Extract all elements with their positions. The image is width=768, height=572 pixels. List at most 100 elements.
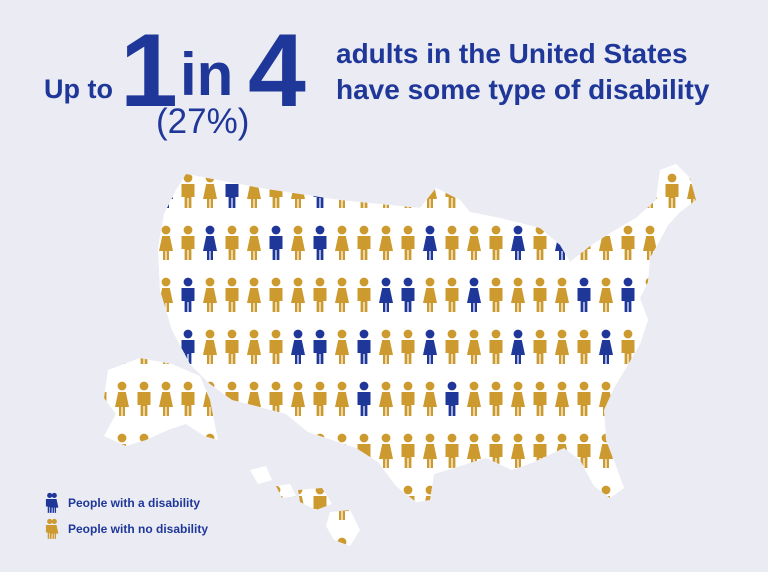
person-no-disability-icon bbox=[357, 537, 371, 546]
person-no-disability-icon bbox=[621, 537, 635, 546]
person-no-disability-icon bbox=[181, 433, 195, 468]
person-no-disability-icon bbox=[247, 433, 261, 468]
headline-denominator: 4 bbox=[248, 13, 306, 129]
person-no-disability-icon bbox=[357, 485, 371, 520]
person-no-disability-icon bbox=[159, 329, 173, 364]
person-no-disability-icon bbox=[137, 173, 151, 208]
headline-connector: in bbox=[180, 41, 234, 108]
person-no-disability-icon bbox=[313, 537, 327, 546]
person-no-disability-icon bbox=[225, 433, 239, 468]
legend-label-disability: People with a disability bbox=[68, 496, 201, 510]
person-disability-icon bbox=[137, 277, 151, 312]
person-no-disability-icon bbox=[379, 485, 393, 520]
person-no-disability-icon bbox=[104, 225, 107, 260]
headline-line-1: adults in the United States bbox=[336, 38, 688, 69]
headline-line-2: have some type of disability bbox=[336, 74, 710, 105]
person-no-disability-icon bbox=[379, 173, 393, 208]
person-no-disability-icon bbox=[687, 485, 696, 520]
person-no-disability-icon bbox=[137, 225, 151, 260]
person-disability-icon bbox=[115, 329, 129, 364]
person-no-disability-icon bbox=[533, 485, 547, 520]
person-no-disability-icon bbox=[489, 173, 503, 208]
person-no-disability-icon bbox=[445, 537, 459, 546]
person-no-disability-icon bbox=[445, 485, 459, 520]
person-no-disability-icon bbox=[687, 225, 696, 260]
person-no-disability-icon bbox=[313, 433, 327, 468]
legend: People with a disability People with no … bbox=[42, 490, 208, 542]
person-disability-icon bbox=[555, 173, 569, 208]
headline-statement: adults in the United States have some ty… bbox=[336, 36, 709, 108]
headline-percent: (27%) bbox=[156, 102, 250, 141]
person-no-disability-icon bbox=[225, 537, 239, 546]
legend-item-no-disability: People with no disability bbox=[42, 516, 208, 542]
person-no-disability-icon bbox=[687, 537, 696, 546]
headline-numerator: 1 bbox=[120, 13, 178, 129]
person-no-disability-icon bbox=[45, 518, 59, 539]
person-no-disability-icon bbox=[247, 537, 261, 546]
person-no-disability-icon bbox=[159, 537, 173, 546]
person-no-disability-icon bbox=[401, 173, 415, 208]
person-no-disability-icon bbox=[269, 433, 283, 468]
person-no-disability-icon bbox=[599, 537, 613, 546]
person-no-disability-icon bbox=[621, 381, 635, 416]
person-no-disability-icon bbox=[665, 433, 679, 468]
person-no-disability-icon bbox=[687, 277, 696, 312]
person-disability-icon bbox=[45, 492, 59, 513]
person-no-disability-icon bbox=[104, 277, 107, 312]
person-no-disability-icon bbox=[643, 485, 657, 520]
person-no-disability-icon bbox=[555, 485, 569, 520]
person-no-disability-icon bbox=[687, 381, 696, 416]
person-no-disability-icon bbox=[665, 277, 679, 312]
person-no-disability-icon bbox=[115, 537, 129, 546]
person-no-disability-icon bbox=[401, 537, 415, 546]
legend-label-no-disability: People with no disability bbox=[68, 522, 209, 536]
legend-item-disability: People with a disability bbox=[42, 490, 208, 516]
person-no-disability-icon bbox=[643, 329, 657, 364]
person-no-disability-icon bbox=[489, 485, 503, 520]
person-no-disability-icon bbox=[379, 537, 393, 546]
person-no-disability-icon bbox=[247, 485, 261, 520]
person-no-disability-icon bbox=[104, 537, 107, 546]
person-no-disability-icon bbox=[137, 537, 151, 546]
person-no-disability-icon bbox=[643, 537, 657, 546]
person-no-disability-icon bbox=[621, 485, 635, 520]
person-no-disability-icon bbox=[599, 173, 613, 208]
person-no-disability-icon bbox=[665, 225, 679, 260]
person-no-disability-icon bbox=[115, 173, 129, 208]
person-no-disability-icon bbox=[687, 329, 696, 364]
person-no-disability-icon bbox=[104, 433, 107, 468]
person-no-disability-icon bbox=[104, 329, 107, 364]
person-no-disability-icon bbox=[225, 485, 239, 520]
person-no-disability-icon bbox=[511, 485, 525, 520]
person-no-disability-icon bbox=[577, 537, 591, 546]
person-no-disability-icon bbox=[665, 381, 679, 416]
person-no-disability-icon bbox=[533, 537, 547, 546]
person-no-disability-icon bbox=[115, 225, 129, 260]
person-no-disability-icon bbox=[533, 173, 547, 208]
person-no-disability-icon bbox=[291, 433, 305, 468]
person-no-disability-icon bbox=[665, 537, 679, 546]
person-no-disability-icon bbox=[643, 381, 657, 416]
person-no-disability-icon bbox=[643, 433, 657, 468]
person-no-disability-icon bbox=[687, 433, 696, 468]
person-no-disability-icon bbox=[115, 277, 129, 312]
person-no-disability-icon bbox=[159, 433, 173, 468]
person-no-disability-icon bbox=[621, 173, 635, 208]
person-no-disability-icon bbox=[467, 173, 481, 208]
person-no-disability-icon bbox=[511, 173, 525, 208]
person-no-disability-icon bbox=[511, 537, 525, 546]
person-no-disability-icon bbox=[665, 485, 679, 520]
person-no-disability-icon bbox=[577, 485, 591, 520]
person-no-disability-icon bbox=[104, 381, 107, 416]
headline: Up to 1 in 4 (27%) adults in the United … bbox=[0, 0, 768, 150]
person-no-disability-icon bbox=[181, 537, 195, 546]
headline-prefix: Up to bbox=[44, 74, 113, 104]
person-no-disability-icon bbox=[665, 329, 679, 364]
person-no-disability-icon bbox=[489, 537, 503, 546]
person-no-disability-icon bbox=[555, 537, 569, 546]
person-no-disability-icon bbox=[577, 173, 591, 208]
person-no-disability-icon bbox=[104, 173, 107, 208]
person-no-disability-icon bbox=[203, 537, 217, 546]
person-no-disability-icon bbox=[621, 433, 635, 468]
